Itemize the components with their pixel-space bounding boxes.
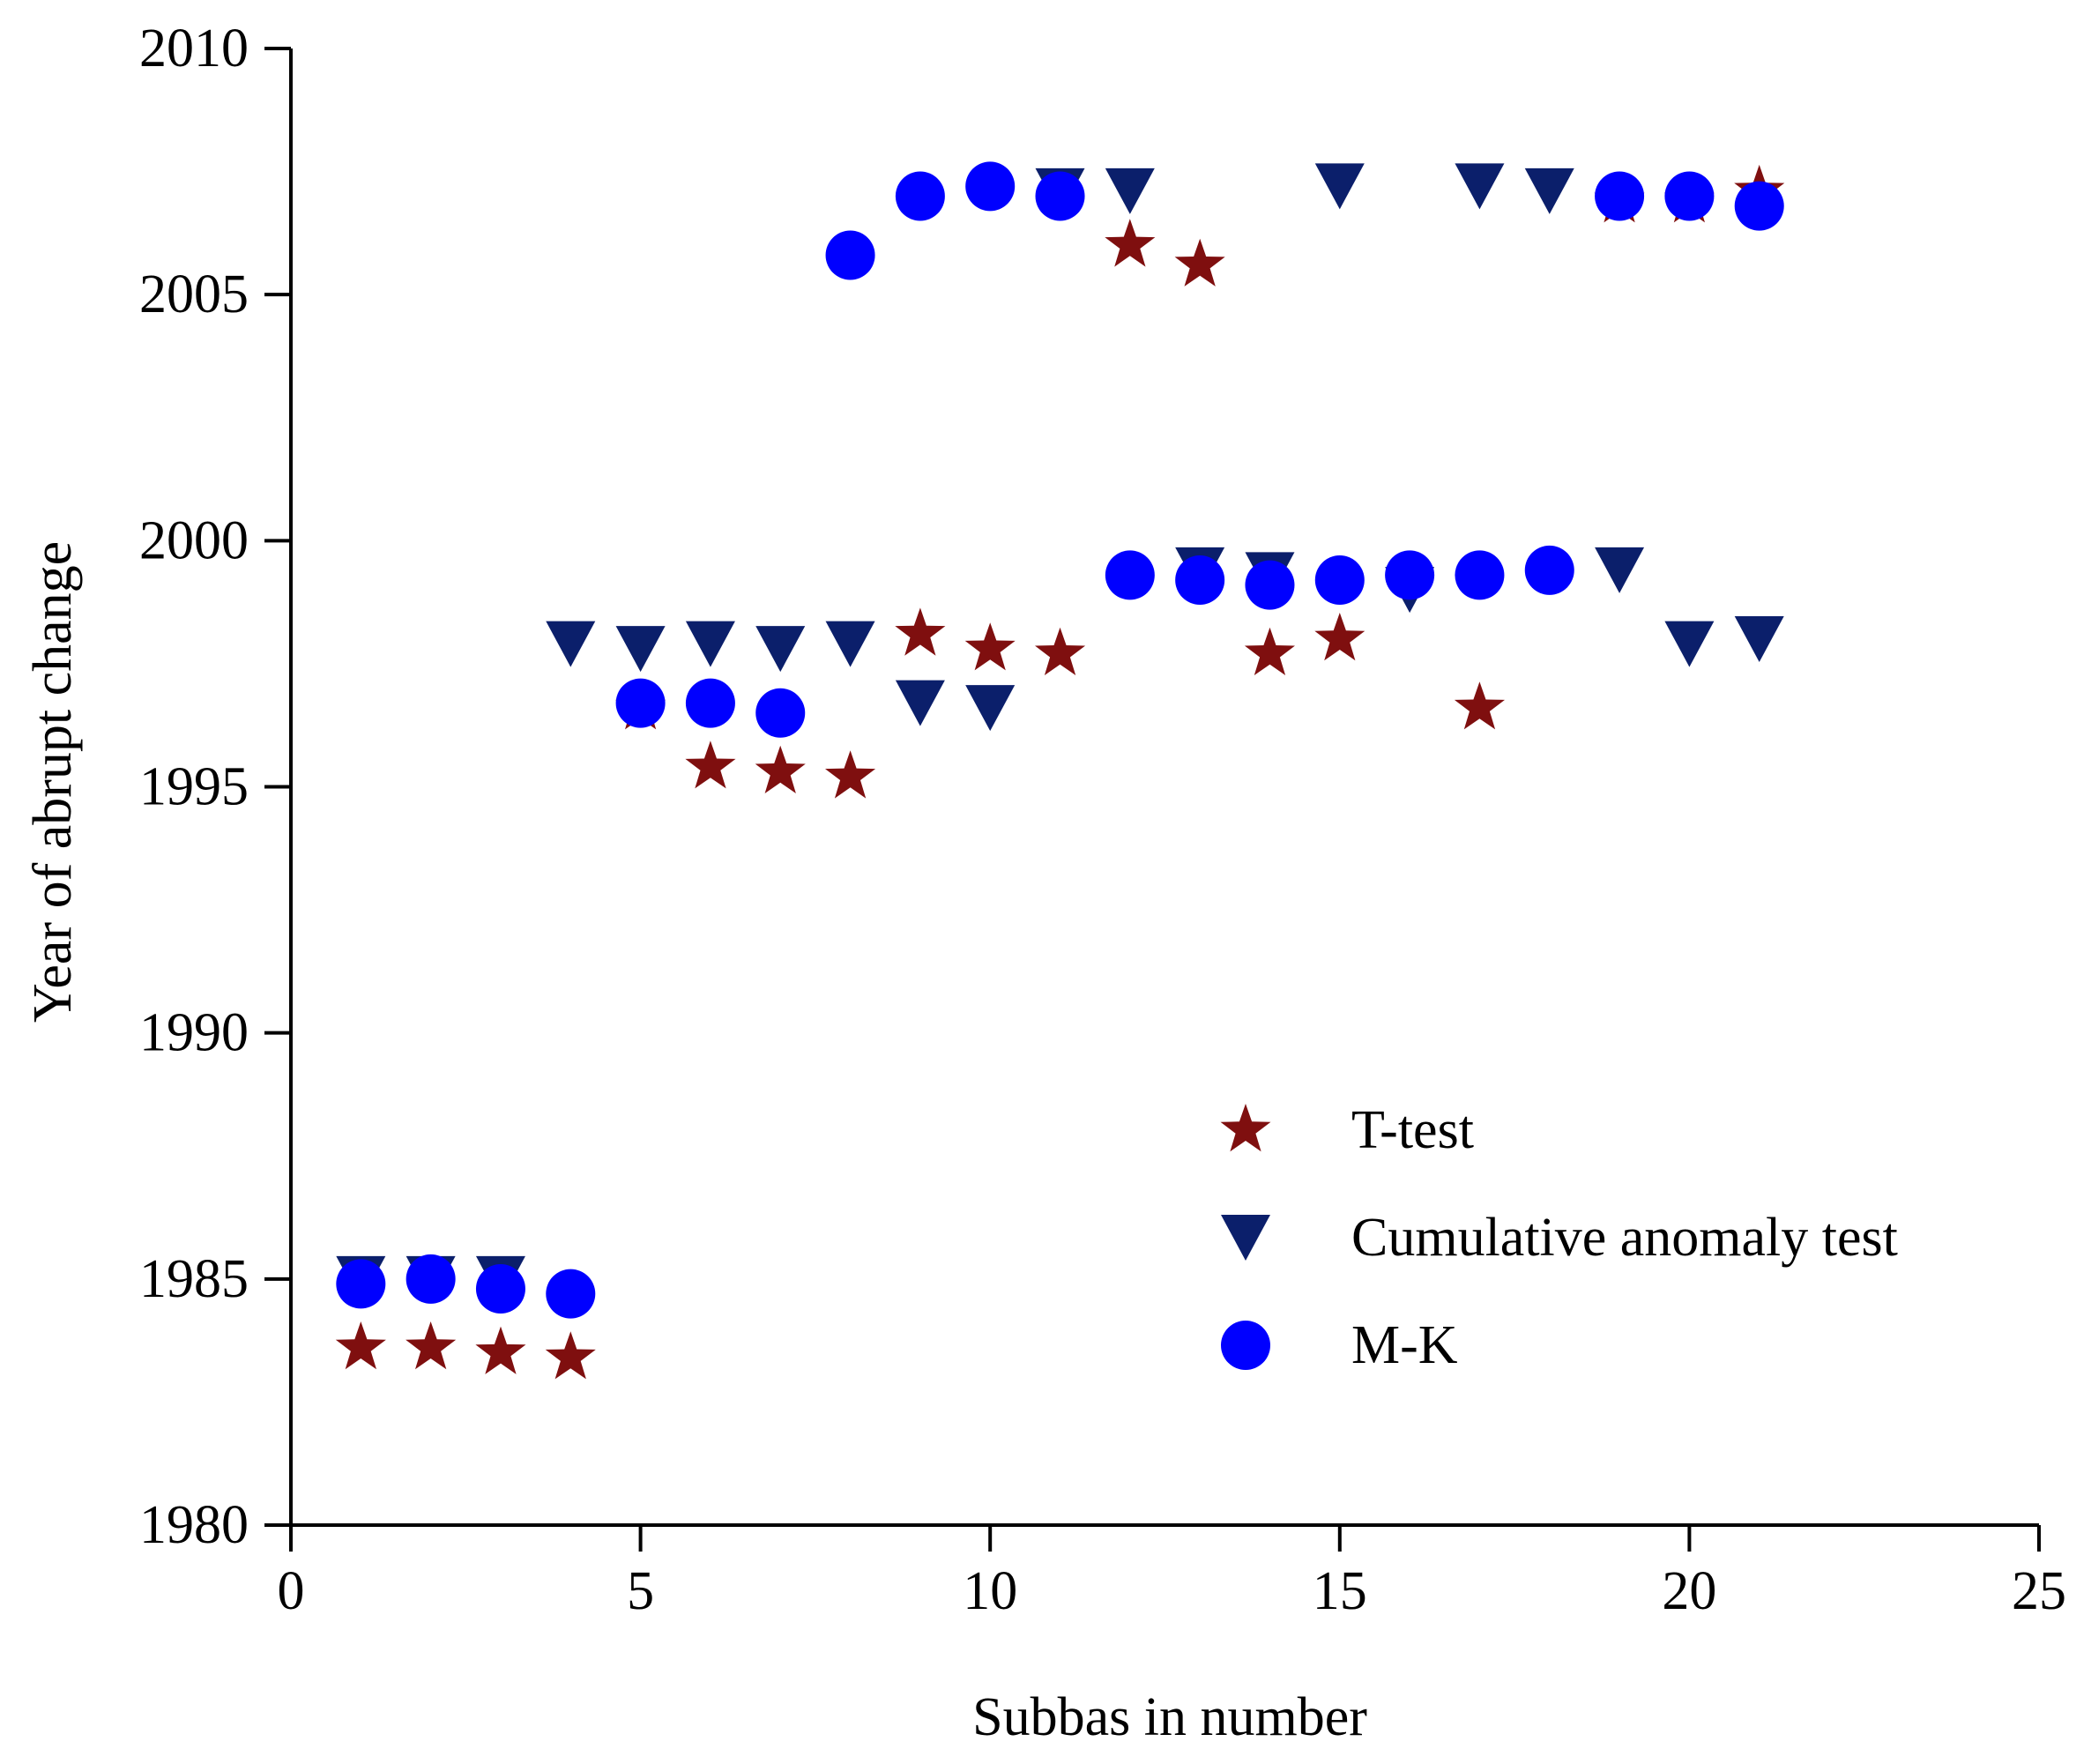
cumulative-anomaly-point (615, 626, 666, 673)
mk-point (406, 1254, 456, 1304)
mk-point (1175, 555, 1225, 605)
mk-point (1245, 560, 1295, 610)
mk-point (336, 1259, 386, 1309)
mk-point (1035, 171, 1085, 221)
cumulative-anomaly-point (825, 621, 875, 667)
t-test-point (1314, 613, 1365, 661)
x-axis-title: Subbas in number (972, 1687, 1367, 1747)
legend-marker-1 (1220, 1104, 1271, 1152)
tick-marks: 1980 1985 1990 1995 2000 2005 2010 0 5 10 15 20 25 (139, 19, 2066, 1621)
mk-point (1595, 171, 1645, 221)
cumulative-anomaly-point (895, 680, 945, 726)
mk-point (825, 230, 875, 280)
t-test-point (335, 1321, 386, 1370)
mk-point (1385, 550, 1435, 600)
mk-point (1314, 555, 1365, 605)
mk-point (755, 688, 806, 738)
cumulative-anomaly-point (1734, 616, 1784, 662)
y-tick-label: 1990 (139, 1003, 249, 1063)
mk-point (1664, 171, 1715, 221)
mk-point (1105, 550, 1155, 600)
y-tick-label: 2000 (139, 510, 249, 570)
x-tick-label: 0 (278, 1561, 305, 1621)
x-tick-label: 20 (1662, 1561, 1716, 1621)
mk-point (895, 171, 945, 221)
t-test-point (1035, 627, 1086, 675)
t-test-point (475, 1326, 526, 1374)
t-test-point (964, 622, 1016, 671)
t-test-point (685, 741, 736, 789)
y-tick-label: 1980 (139, 1495, 249, 1555)
mk-point (546, 1269, 596, 1319)
t-test-point (755, 745, 806, 793)
y-tick-label: 2005 (139, 264, 249, 324)
t-test-point (545, 1331, 596, 1380)
legend-marker-2 (1221, 1215, 1270, 1261)
t-test-point (1244, 627, 1295, 675)
x-tick-label: 15 (1313, 1561, 1367, 1621)
cumulative-anomaly-point (1664, 621, 1715, 667)
t-test-point (1454, 681, 1505, 730)
mk-point (685, 678, 735, 728)
y-tick-label: 1995 (139, 757, 249, 817)
x-tick-label: 25 (2012, 1561, 2066, 1621)
y-tick-label: 2010 (139, 19, 249, 78)
t-test-point (1174, 238, 1225, 287)
legend-label-3: M-K (1351, 1315, 1458, 1375)
cumulative-anomaly-point (546, 621, 596, 667)
data-marks (335, 161, 1785, 1380)
mk-point (1524, 545, 1574, 595)
mk-point (965, 161, 1016, 212)
mk-point (1734, 181, 1784, 231)
x-tick-label: 5 (627, 1561, 654, 1621)
cumulative-anomaly-point (965, 685, 1016, 732)
t-test-point (825, 750, 876, 799)
legend-label-1: T-test (1351, 1100, 1474, 1160)
t-test-point (895, 607, 946, 656)
mk-point (475, 1264, 525, 1314)
legend-marker-3 (1221, 1321, 1270, 1370)
cumulative-anomaly-point (1105, 167, 1155, 214)
cumulative-anomaly-point (1595, 547, 1645, 593)
cumulative-anomaly-point (1524, 167, 1574, 214)
cumulative-anomaly-point (685, 621, 735, 667)
y-axis-title: Year of abrupt change (23, 541, 83, 1023)
t-test-point (406, 1321, 457, 1370)
legend-label-2: Cumulative anomaly test (1351, 1208, 1898, 1268)
t-test-point (1105, 219, 1156, 267)
cumulative-anomaly-point (1314, 163, 1365, 210)
mk-point (615, 678, 666, 728)
y-tick-label: 1985 (139, 1249, 249, 1309)
cumulative-anomaly-point (1455, 163, 1505, 210)
legend: T-test Cumulative anomaly test M-K (1220, 1100, 1898, 1375)
mk-point (1455, 550, 1505, 600)
cumulative-anomaly-point (755, 626, 806, 673)
x-tick-label: 10 (963, 1561, 1017, 1621)
